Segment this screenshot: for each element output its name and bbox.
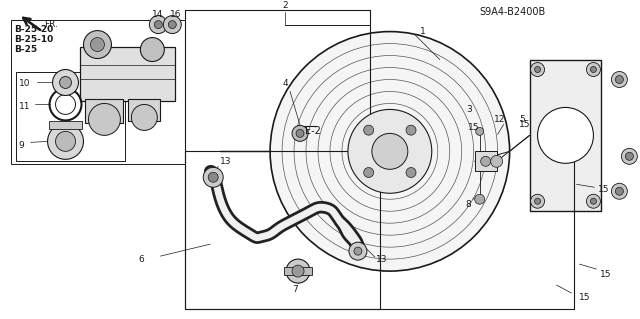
Text: 15: 15	[598, 185, 610, 194]
Circle shape	[270, 32, 509, 271]
Circle shape	[349, 242, 367, 260]
Circle shape	[168, 21, 176, 29]
Circle shape	[208, 172, 218, 182]
Text: 4: 4	[282, 79, 288, 88]
Circle shape	[131, 104, 157, 130]
Text: 7: 7	[292, 285, 298, 293]
Text: 3: 3	[467, 105, 472, 114]
Circle shape	[538, 108, 593, 163]
Circle shape	[534, 67, 541, 72]
Circle shape	[149, 16, 167, 33]
Circle shape	[204, 167, 223, 187]
Bar	[81, 47, 175, 101]
Circle shape	[476, 127, 484, 135]
Circle shape	[586, 63, 600, 77]
Circle shape	[616, 187, 623, 195]
Text: 2: 2	[282, 1, 288, 10]
Circle shape	[531, 63, 545, 77]
Circle shape	[52, 70, 79, 95]
Circle shape	[90, 38, 104, 52]
Circle shape	[163, 16, 181, 33]
Text: 12: 12	[493, 115, 505, 124]
Text: 15: 15	[579, 293, 590, 301]
Bar	[185, 151, 380, 309]
Circle shape	[611, 183, 627, 199]
Circle shape	[47, 123, 83, 159]
Circle shape	[591, 198, 596, 204]
Text: 9: 9	[19, 141, 24, 150]
Circle shape	[296, 130, 304, 137]
Text: 16: 16	[170, 10, 182, 19]
Text: 10: 10	[19, 79, 30, 88]
Circle shape	[625, 152, 634, 160]
Text: 8: 8	[466, 200, 472, 209]
Text: 14: 14	[152, 10, 164, 19]
Circle shape	[586, 194, 600, 208]
Circle shape	[348, 109, 432, 193]
Circle shape	[154, 21, 163, 29]
Circle shape	[140, 38, 164, 62]
Bar	[49, 122, 83, 130]
Circle shape	[481, 156, 491, 166]
Text: 13: 13	[220, 157, 232, 166]
Circle shape	[406, 125, 416, 135]
Text: FR.: FR.	[45, 20, 58, 29]
Text: S9A4-B2400B: S9A4-B2400B	[479, 7, 546, 17]
Bar	[129, 100, 161, 122]
Circle shape	[364, 167, 374, 177]
Circle shape	[56, 131, 76, 151]
Circle shape	[286, 259, 310, 283]
Text: 6: 6	[138, 255, 144, 263]
Circle shape	[372, 133, 408, 169]
Circle shape	[475, 194, 484, 204]
Circle shape	[491, 155, 502, 167]
Circle shape	[292, 265, 304, 277]
Circle shape	[354, 247, 362, 255]
Text: B-25-10: B-25-10	[15, 35, 54, 44]
Text: 15: 15	[468, 123, 479, 132]
Bar	[86, 100, 124, 123]
Text: 15: 15	[518, 120, 530, 129]
Text: 15: 15	[600, 270, 612, 278]
Bar	[15, 71, 125, 161]
Circle shape	[534, 198, 541, 204]
Text: 13: 13	[376, 255, 387, 263]
Circle shape	[60, 77, 72, 88]
Circle shape	[616, 76, 623, 84]
Text: 1: 1	[420, 27, 426, 36]
Circle shape	[406, 167, 416, 177]
Text: B-25: B-25	[15, 45, 38, 54]
Circle shape	[364, 125, 374, 135]
Circle shape	[611, 71, 627, 87]
Text: E-2: E-2	[305, 126, 321, 137]
Circle shape	[88, 103, 120, 135]
Bar	[11, 19, 185, 164]
Circle shape	[83, 31, 111, 58]
Text: 5: 5	[520, 115, 525, 124]
Circle shape	[591, 67, 596, 72]
Bar	[475, 151, 497, 171]
Bar	[284, 267, 312, 275]
Bar	[529, 60, 602, 211]
Circle shape	[531, 194, 545, 208]
Circle shape	[292, 125, 308, 141]
Text: B-25-20: B-25-20	[15, 25, 54, 34]
Text: 11: 11	[19, 102, 30, 111]
Circle shape	[621, 148, 637, 164]
